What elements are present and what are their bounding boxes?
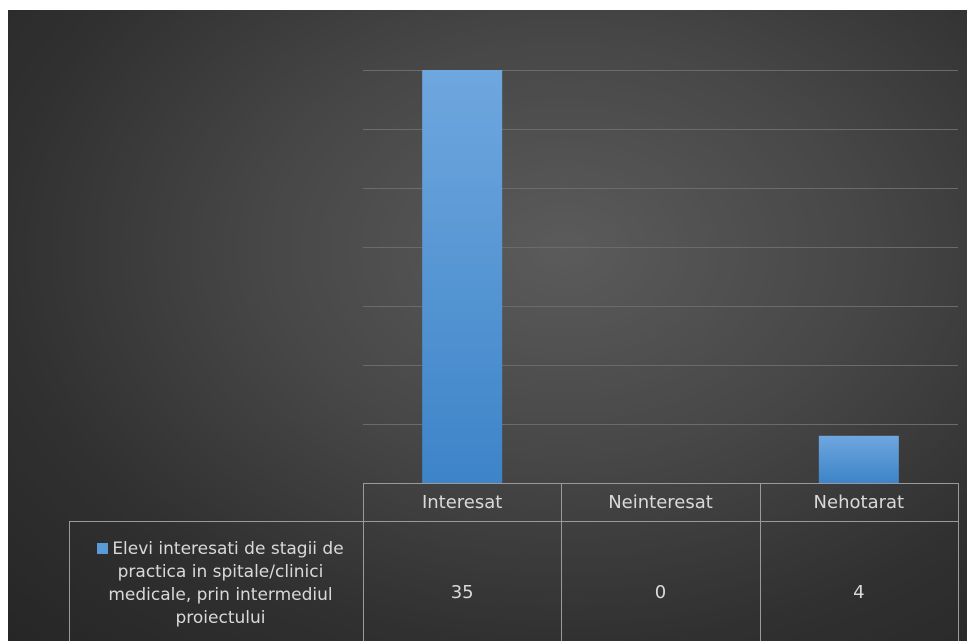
data-table: Interesat 35 Neinteresat 0 Nehotarat 4 [69,483,959,641]
bars [422,70,899,483]
chart-area: Interesat 35 Neinteresat 0 Nehotarat 4 Elevi … [8,10,967,641]
x-tick-label: Interesat [422,492,502,513]
legend-swatch [97,543,109,554]
data-table-value: 4 [853,582,864,603]
legend-entry: Elevi interesati de stagii de practica i… [78,538,363,630]
data-table-value: 0 [655,582,666,603]
x-tick-label: Nehotarat [814,492,905,513]
bar-interesat [422,70,503,483]
legend-label-text: Elevi interesati de stagii de practica i… [108,539,344,628]
x-tick-label: Neinteresat [608,492,713,513]
data-table-value: 35 [451,582,474,603]
bar-nehotarat [818,435,899,483]
bar-chart: Interesat 35 Neinteresat 0 Nehotarat 4 [69,70,959,641]
